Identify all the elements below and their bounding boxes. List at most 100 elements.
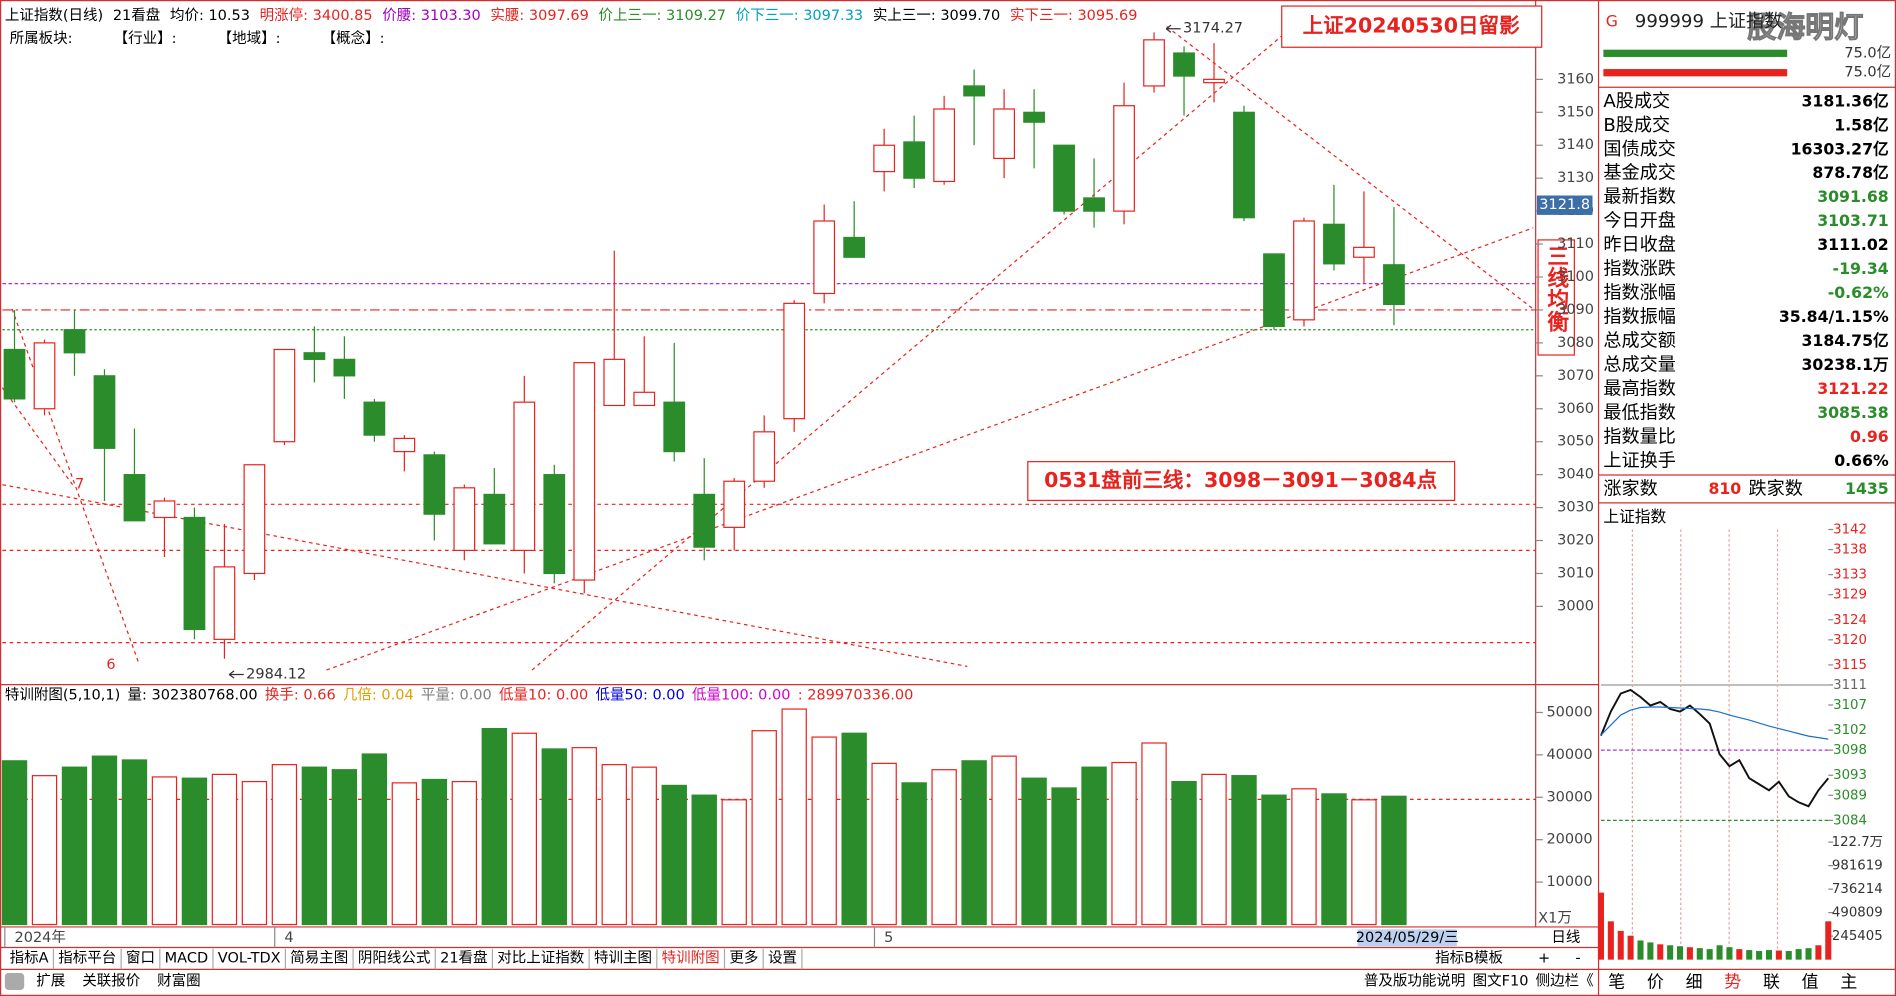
quote-value: -19.34 [1833, 259, 1889, 278]
header-item: 低量100: 0.00 [692, 686, 790, 703]
y-tick-label: 3110 [1557, 236, 1594, 252]
candle-body [483, 493, 506, 545]
y-tick-label: 3129 [1833, 588, 1867, 603]
y-tick-label: 30000 [1546, 789, 1592, 805]
volume-bar [1291, 788, 1317, 926]
mini-volume-bar [1607, 921, 1614, 960]
toolbar-tab[interactable]: 简易主图 [290, 949, 348, 966]
quote-value: 3111.02 [1817, 235, 1889, 254]
y-tick-label: 3150 [1557, 104, 1594, 120]
panel-tab[interactable]: 价 [1647, 972, 1664, 992]
quote-label: 国债成交 [1603, 139, 1675, 160]
toolbar-tab[interactable]: 侧边栏《 [1536, 972, 1594, 989]
panel-tab[interactable]: 笔 [1608, 972, 1625, 992]
candle-body [1323, 223, 1345, 265]
toggle[interactable] [4, 972, 25, 990]
volume-bar [1351, 799, 1377, 926]
y-tick-label: 490809 [1832, 906, 1883, 921]
mini-volume-bar [1706, 949, 1713, 960]
toolbar-tab[interactable]: 图文F10 [1473, 972, 1529, 989]
y-tick-label: 3130 [1557, 170, 1594, 186]
y-tick-label: 3100 [1557, 269, 1594, 285]
buy-bar [1603, 49, 1788, 57]
volume-bar [91, 755, 118, 926]
mini-volume-bar [1677, 946, 1684, 960]
quote-label: 最新指数 [1603, 187, 1675, 208]
mini-volume-bar [1647, 942, 1654, 960]
trend-line [1166, 26, 1534, 310]
candle-body [303, 352, 326, 360]
y-tick-label: 3060 [1557, 401, 1594, 417]
volume-bar [1201, 773, 1227, 926]
y-tick-label: 3115 [1833, 658, 1867, 673]
volume-bar [901, 782, 927, 926]
toolbar-tab[interactable]: 设置 [768, 949, 797, 966]
toolbar-tab[interactable]: 特训主图 [594, 949, 652, 966]
header-item: 换手: 0.66 [265, 686, 336, 703]
toolbar-tab[interactable]: 阴阳线公式 [358, 949, 431, 966]
candle-body [1293, 220, 1315, 321]
y-tick-label: 3089 [1833, 788, 1867, 803]
toolbar-tab[interactable]: 指标B [1435, 949, 1474, 966]
unit-label: X1万 [1538, 910, 1572, 926]
toolbar-tab[interactable]: 21看盘 [440, 948, 487, 966]
toolbar-tab[interactable]: VOL-TDX [218, 950, 281, 966]
watermark: 股海明灯 [1747, 10, 1863, 44]
toolbar-tab[interactable]: 关联报价 [82, 972, 140, 989]
panel-tab[interactable]: 势 [1724, 972, 1741, 992]
toolbar-tab[interactable]: 指标平台 [58, 949, 116, 966]
cursor-label: 2024/05/29/三 [1356, 930, 1459, 946]
candle-body [813, 220, 836, 295]
toolbar-tab[interactable]: 模板 [1474, 948, 1503, 966]
toolbar-tab[interactable]: 指标A [10, 949, 49, 966]
panel-tab[interactable]: 细 [1686, 972, 1703, 992]
period-label: 日线 [1551, 929, 1580, 946]
annotation-box [1537, 239, 1575, 356]
volume-bar [331, 769, 358, 926]
candle-body [783, 302, 806, 420]
volume-bar [1261, 794, 1287, 926]
toolbar-tab[interactable]: 对比上证指数 [497, 949, 584, 966]
candle-body [1383, 264, 1405, 306]
candle-body [183, 516, 206, 631]
candle-body [1143, 39, 1165, 87]
volume-bar [931, 769, 957, 926]
header-item: 价上三一: 3109.27 [599, 7, 726, 24]
candle-body [1113, 105, 1135, 212]
panel-tab[interactable]: 联 [1763, 972, 1780, 992]
toolbar-tab[interactable]: MACD [165, 950, 208, 966]
toolbar-tab[interactable]: 普及版功能说明 [1364, 972, 1466, 989]
candle-body [753, 431, 776, 482]
toolbar-tab[interactable]: 扩展 [36, 972, 65, 989]
header-item: 特训附图(5,10,1) [5, 686, 120, 703]
toolbar-tab[interactable]: - [1575, 950, 1580, 966]
header-item: 平量: 0.00 [421, 687, 492, 703]
header-item: 实腰: 3097.69 [490, 7, 588, 24]
toolbar-tab[interactable]: 更多 [729, 949, 758, 966]
quote-label: 最高指数 [1603, 379, 1675, 400]
toolbar-tab[interactable]: 窗口 [126, 948, 155, 966]
quote-label: 指数涨幅 [1603, 283, 1675, 304]
toolbar-tab[interactable]: 财富圈 [157, 971, 201, 989]
candle-body [63, 329, 86, 354]
y-tick-label: 3090 [1557, 302, 1594, 318]
volume-bar [1381, 795, 1407, 926]
volume-bar [301, 766, 328, 926]
quote-value: 3121.22 [1817, 379, 1889, 398]
panel-tab[interactable]: 值 [1802, 972, 1819, 992]
candle-body [603, 358, 626, 407]
quote-value: 0.96 [1850, 427, 1889, 446]
candle-body [363, 401, 386, 436]
mini-volume-bar [1795, 949, 1802, 960]
header-item: 价腰: 3103.30 [382, 8, 480, 24]
breadth-value: 810 [1708, 479, 1741, 498]
y-tick-label: 3093 [1833, 768, 1867, 783]
panel-tab[interactable]: 主 [1840, 972, 1857, 992]
toolbar-tab[interactable]: 特训附图 [662, 949, 720, 966]
toolbar-tab[interactable]: + [1538, 950, 1550, 966]
annotation-box [1027, 461, 1456, 502]
quote-value: 878.78亿 [1812, 163, 1889, 182]
y-tick-label: 50000 [1546, 704, 1592, 720]
y-tick-label: 3107 [1833, 698, 1867, 713]
